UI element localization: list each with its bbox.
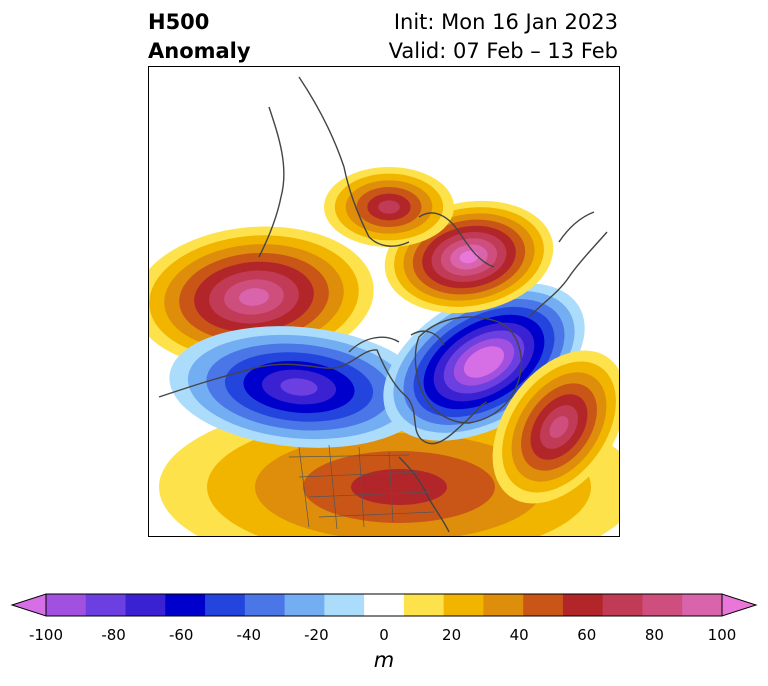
colorbar-tick-label: 0 <box>379 626 389 644</box>
conus-positive-contour <box>351 469 447 505</box>
east-asia-coast <box>258 106 285 258</box>
colorbar-tick-label: 20 <box>442 626 462 644</box>
colorbar-segment <box>205 594 246 616</box>
chart-title: H500 Anomaly <box>148 8 251 66</box>
colorbar-segment <box>46 594 87 616</box>
colorbar <box>10 593 758 617</box>
greenland-coast <box>414 316 522 424</box>
asia-coast <box>298 76 410 247</box>
coastlines <box>158 76 608 533</box>
colorbar-segment <box>523 594 564 616</box>
colorbar-extend-high <box>721 593 758 617</box>
colorbar-outline <box>45 593 723 617</box>
colorbar-tick-label: -100 <box>28 626 64 644</box>
colorbar-segment <box>125 594 166 616</box>
colorbar-segment <box>443 594 484 616</box>
colorbar-tick-label: -40 <box>236 626 262 644</box>
colorbar-segment <box>403 594 445 616</box>
valid-date: Valid: 07 Feb – 13 Feb <box>388 39 618 63</box>
colorbar-tick-label: -60 <box>168 626 194 644</box>
canada-arctic-islands <box>348 330 445 353</box>
title-line1: H500 <box>148 10 210 34</box>
us-east-coast <box>398 456 450 533</box>
colorbar-segment <box>165 594 206 616</box>
title-line2: Anomaly <box>148 39 251 63</box>
date-info: Init: Mon 16 Jan 2023 Valid: 07 Feb – 13… <box>389 8 618 66</box>
europe-coast <box>528 211 608 318</box>
colorbar-segment <box>85 594 127 616</box>
colorbar-segment <box>682 594 723 616</box>
state-borders <box>288 444 435 530</box>
map-panel <box>148 66 620 537</box>
colorbar-segment <box>483 594 524 616</box>
colorbar-tick-label: 60 <box>577 626 597 644</box>
colorbar-tick-label: 100 <box>707 626 737 644</box>
greenland-positive-contour <box>239 288 269 306</box>
colorbar-segment <box>324 594 365 616</box>
colorbar-segments <box>10 593 758 617</box>
scandinavia-coast <box>418 212 495 268</box>
colorbar-extend-low <box>10 593 47 617</box>
anomaly-map <box>149 76 619 536</box>
init-date: Init: Mon 16 Jan 2023 <box>393 10 618 34</box>
colorbar-tick-label: -80 <box>101 626 126 644</box>
colorbar-segment <box>284 594 325 616</box>
north-america-coast <box>158 349 488 445</box>
colorbar-tick-label: 40 <box>509 626 529 644</box>
colorbar-segment <box>602 594 643 616</box>
colorbar-unit: m <box>373 648 395 672</box>
ural-positive-contour <box>459 250 479 264</box>
colorbar-segment <box>562 594 604 616</box>
alaska-negative-contour <box>280 378 318 396</box>
north-pacific-positive-contour <box>378 200 400 214</box>
colorbar-tick-label: 80 <box>644 626 664 644</box>
siberia-negative-contour <box>473 354 495 370</box>
colorbar-segment <box>364 594 405 616</box>
colorbar-tick-label: -20 <box>304 626 329 644</box>
colorbar-segment <box>244 594 286 616</box>
anomaly-contours <box>149 86 619 536</box>
kamchatka-positive-contour <box>549 416 569 438</box>
colorbar-segment <box>642 594 683 616</box>
